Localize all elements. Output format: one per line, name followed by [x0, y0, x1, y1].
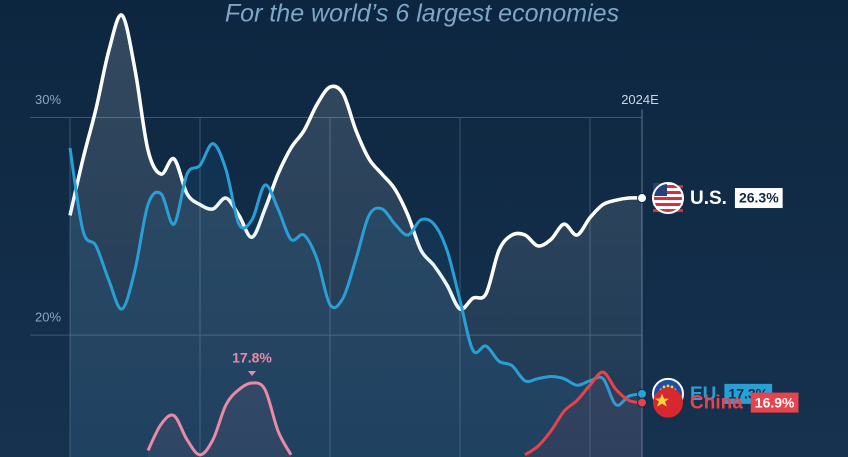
x-tick-label: 2024E	[621, 92, 659, 107]
line	[68, 142, 643, 407]
y-tick-label: 20%	[35, 310, 61, 325]
flag-stripe	[653, 197, 683, 201]
value-badge	[734, 188, 783, 209]
end-dot	[637, 397, 647, 408]
area	[525, 372, 642, 457]
flag-star	[662, 385, 666, 389]
legend-entry: China 16.9%	[653, 387, 799, 418]
line	[68, 13, 643, 312]
flag-ring	[652, 182, 684, 215]
flag-star	[670, 385, 674, 389]
value-badge	[750, 392, 799, 413]
area	[148, 382, 291, 457]
end-dot	[637, 193, 647, 204]
area	[70, 143, 642, 457]
y-tick-label: 30%	[35, 92, 61, 107]
legend-label: China	[690, 393, 743, 414]
flag-canton	[653, 183, 667, 197]
legend-label: EU	[690, 384, 716, 405]
label-pointer	[248, 371, 256, 377]
flag-stripe	[653, 185, 683, 189]
value-badge-label: 26.3%	[739, 190, 779, 206]
flag-stripe	[653, 203, 683, 207]
legend-label: U.S.	[690, 188, 727, 209]
end-dot	[637, 388, 647, 399]
flag	[653, 387, 683, 418]
data-label: 17.8%	[232, 350, 272, 366]
flag-star	[655, 393, 669, 407]
line	[524, 370, 643, 457]
chart-subtitle: For the world’s 6 largest economies	[225, 0, 619, 28]
legend-entry: U.S. 26.3%	[652, 182, 783, 215]
value-badge-label: 16.9%	[755, 394, 795, 410]
flag-stripe	[653, 209, 683, 213]
flag-star	[666, 384, 670, 388]
area	[70, 14, 642, 457]
flag-stripe	[653, 191, 683, 195]
line	[146, 381, 293, 457]
